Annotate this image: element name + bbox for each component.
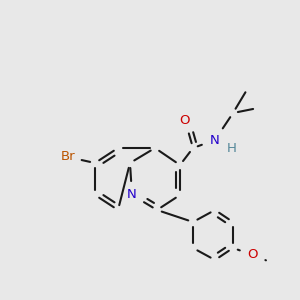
Text: N: N xyxy=(210,134,220,146)
Text: N: N xyxy=(127,188,137,202)
Text: O: O xyxy=(248,248,258,262)
Text: O: O xyxy=(180,113,190,127)
Text: H: H xyxy=(227,142,237,154)
Text: Br: Br xyxy=(61,151,75,164)
